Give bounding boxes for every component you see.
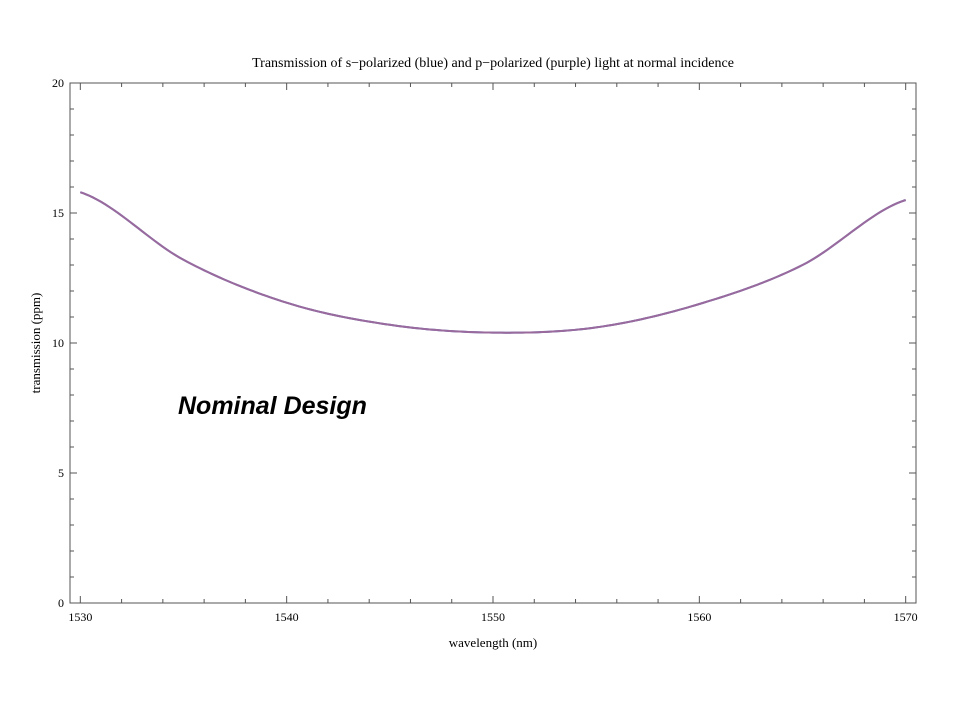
series-line-1 xyxy=(79,191,907,334)
x-tick-label: 1550 xyxy=(481,610,505,624)
y-tick-label: 10 xyxy=(52,336,64,350)
series-lines xyxy=(79,191,907,334)
y-tick-label: 0 xyxy=(58,596,64,610)
plot-frame xyxy=(69,82,917,604)
y-axis-label: transmission (ppm) xyxy=(28,293,43,394)
y-tick-label: 15 xyxy=(52,206,64,220)
annotation-nominal-design: Nominal Design xyxy=(178,392,367,420)
tick-labels: 1530 1540 1550 1560 1570 0 5 10 15 20 xyxy=(52,76,918,624)
x-axis-label: wavelength (nm) xyxy=(449,635,537,650)
y-tick-label: 20 xyxy=(52,76,64,90)
x-tick-label: 1560 xyxy=(687,610,711,624)
chart-title: Transmission of s−polarized (blue) and p… xyxy=(252,56,734,71)
y-tick-label: 5 xyxy=(58,466,64,480)
axis-ticks xyxy=(70,82,916,604)
x-tick-label: 1530 xyxy=(68,610,92,624)
x-tick-label: 1540 xyxy=(275,610,299,624)
series-line-2 xyxy=(79,191,907,334)
x-tick-label: 1570 xyxy=(894,610,918,624)
